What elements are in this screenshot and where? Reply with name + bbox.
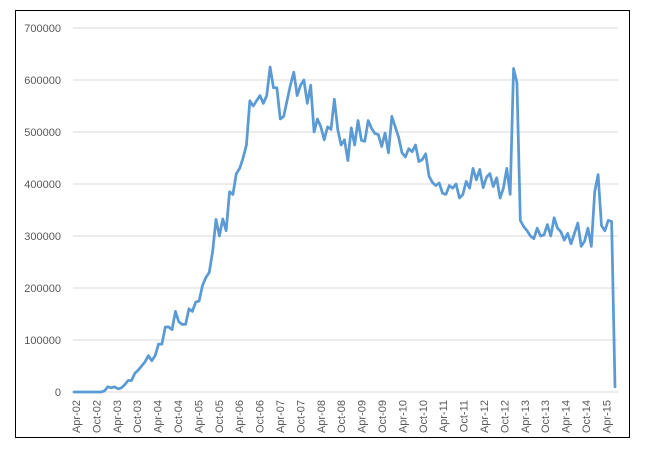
x-axis-ticks: Apr-02 Oct-02 Apr-03 Oct-03 Apr-04 Oct-04 Apr-… — [71, 400, 613, 433]
x-tick-label: Apr-12 — [479, 400, 491, 433]
x-tick-label: Oct-12 — [499, 400, 511, 433]
x-tick-label: Oct-09 — [377, 400, 389, 433]
x-tick-label: Oct-10 — [418, 400, 430, 433]
x-tick-label: Apr-02 — [71, 400, 83, 433]
chart-frame: 0 100000 200000 300000 400000 500000 600000 700… — [15, 10, 630, 438]
x-tick-label: Apr-03 — [112, 400, 124, 433]
line-chart: 0 100000 200000 300000 400000 500000 600000 700… — [24, 23, 618, 433]
x-tick-label: Apr-04 — [153, 400, 165, 433]
x-tick-label: Apr-15 — [601, 400, 613, 433]
x-tick-label: Oct-07 — [295, 400, 307, 433]
y-tick-label: 200000 — [24, 283, 61, 295]
x-tick-label: Apr-06 — [234, 400, 246, 433]
x-tick-label: Apr-07 — [275, 400, 287, 433]
x-tick-label: Oct-02 — [91, 400, 103, 433]
y-axis-ticks: 0 100000 200000 300000 400000 500000 600000 700… — [24, 23, 61, 399]
series-layer — [72, 65, 617, 394]
gridlines — [73, 27, 618, 341]
x-tick-label: Apr-11 — [438, 400, 450, 432]
y-tick-label: 400000 — [24, 179, 61, 191]
x-tick-label: Apr-08 — [316, 400, 328, 433]
x-tick-label: Oct-03 — [132, 400, 144, 433]
x-tick-label: Oct-13 — [540, 400, 552, 433]
y-tick-label: 0 — [55, 387, 61, 399]
x-tick-label: Apr-14 — [561, 400, 573, 433]
y-tick-label: 100000 — [24, 335, 61, 347]
x-tick-label: Oct-11 — [459, 400, 471, 432]
x-tick-label: Apr-05 — [193, 400, 205, 433]
x-tick-label: Oct-08 — [336, 400, 348, 433]
x-tick-label: Apr-13 — [520, 400, 532, 433]
y-tick-label: 600000 — [24, 75, 61, 87]
y-tick-label: 700000 — [24, 23, 61, 35]
x-tick-label: Apr-09 — [357, 400, 369, 433]
y-tick-label: 300000 — [24, 231, 61, 243]
x-tick-label: Oct-14 — [581, 400, 593, 433]
x-tick-label: Oct-06 — [255, 400, 267, 433]
x-tick-label: Oct-04 — [173, 400, 185, 433]
x-tick-label: Apr-10 — [397, 400, 409, 433]
x-tick-label: Oct-05 — [214, 400, 226, 433]
series-line — [72, 65, 617, 394]
y-tick-label: 500000 — [24, 127, 61, 139]
